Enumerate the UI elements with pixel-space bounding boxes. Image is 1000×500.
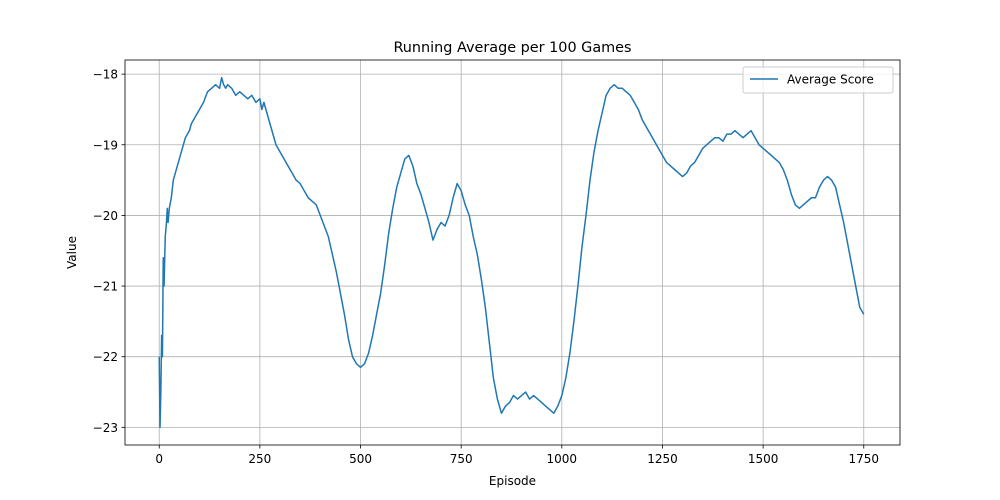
x-tick-label: 1000: [547, 452, 578, 466]
series-line-average-score: [158, 76, 865, 429]
x-tick-label: 0: [155, 452, 163, 466]
legend: Average Score: [742, 66, 894, 94]
grid: [125, 60, 900, 445]
x-tick-label: 1500: [748, 452, 779, 466]
x-tick-label: 250: [248, 452, 271, 466]
x-tick-label: 1750: [848, 452, 879, 466]
x-tick-label: 1250: [647, 452, 678, 466]
y-tick-label: −20: [93, 209, 118, 223]
legend-label: Average Score: [787, 73, 874, 87]
y-tick-label: −22: [93, 350, 118, 364]
ticks: 0 250 500 750 1000 1250 1500 1750 −23 −22 −21 −20 −1…: [93, 68, 879, 466]
y-tick-label: −23: [93, 421, 118, 435]
series-layer: [158, 76, 865, 429]
x-tick-label: 750: [450, 452, 473, 466]
y-axis-label: Value: [65, 236, 79, 269]
y-tick-label: −19: [93, 138, 118, 152]
chart-title: Running Average per 100 Games: [393, 40, 631, 56]
legend-box: [742, 66, 894, 94]
x-axis-label: Episode: [489, 474, 536, 488]
plot-area-frame: [124, 59, 901, 446]
y-tick-label: −21: [93, 280, 118, 294]
y-tick-label: −18: [93, 68, 118, 82]
x-tick-label: 500: [349, 452, 372, 466]
